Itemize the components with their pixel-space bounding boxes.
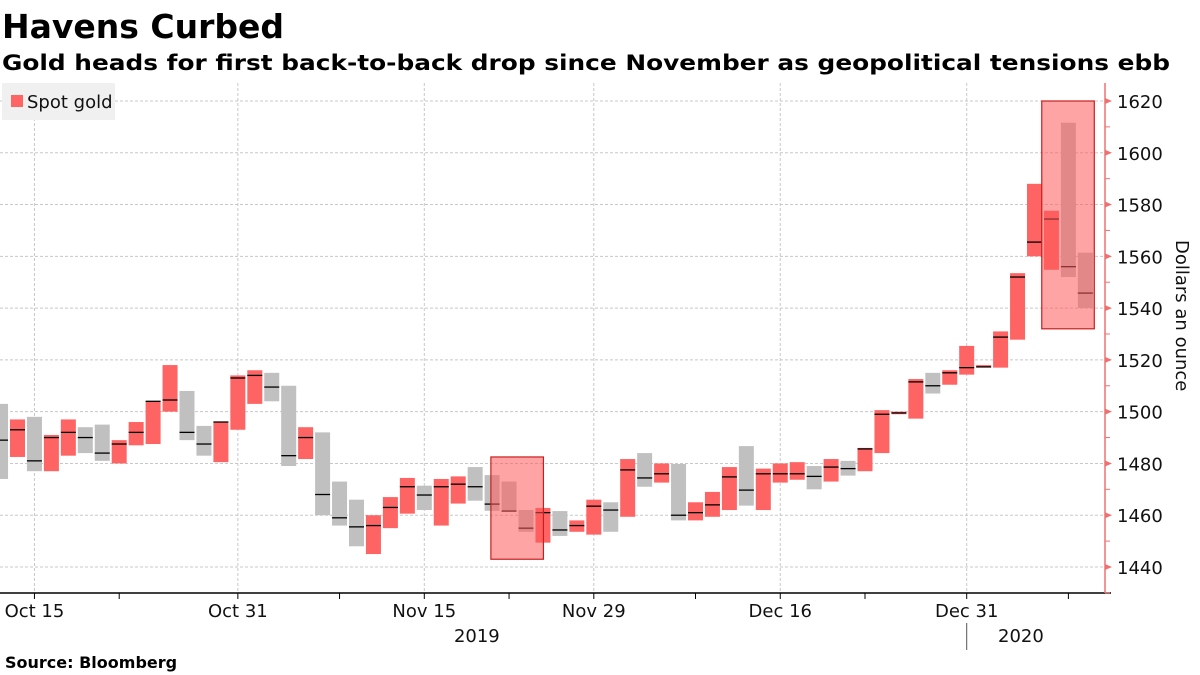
- candle-bar: [298, 427, 314, 460]
- candle-bar: [654, 463, 670, 483]
- candle-bar: [315, 432, 331, 516]
- candle-bar: [925, 372, 941, 394]
- candle-bar: [399, 477, 415, 514]
- candle-bar: [247, 370, 263, 404]
- candle-bar: [738, 446, 754, 506]
- candle-bar: [1010, 273, 1026, 340]
- candle-bar: [450, 476, 466, 504]
- y-tick: [1105, 460, 1112, 467]
- candle-bar: [26, 416, 42, 472]
- candle-bar: [688, 502, 703, 521]
- candle-bar: [755, 468, 771, 511]
- x-tick-label: Oct 15: [5, 601, 65, 622]
- candle-bar: [942, 370, 958, 385]
- candle-bar: [993, 331, 1009, 368]
- y-tick-label: 1620: [1117, 92, 1163, 113]
- candle-bar: [772, 463, 788, 483]
- candle-bar: [382, 497, 398, 529]
- candle-bar: [874, 410, 890, 454]
- candle-bar: [908, 379, 924, 419]
- y-tick-label: 1440: [1117, 558, 1163, 579]
- y-axis-title: Dollars an ounce: [1171, 240, 1192, 391]
- candle-bar: [179, 390, 195, 441]
- candle-bar: [671, 463, 687, 521]
- candle-bar: [620, 459, 636, 517]
- x-tick-label: Nov 15: [392, 601, 456, 622]
- y-tick-label: 1520: [1117, 351, 1163, 372]
- legend: Spot gold: [2, 83, 115, 120]
- y-tick-label: 1600: [1117, 144, 1163, 165]
- y-tick: [1105, 564, 1112, 570]
- candle-bar: [145, 401, 161, 445]
- candle-bar: [213, 422, 229, 463]
- highlight-boxes: [490, 100, 1095, 560]
- candle-bar: [789, 462, 805, 480]
- candle-bar: [721, 467, 737, 511]
- y-tick-label: 1560: [1117, 247, 1163, 268]
- candle-bar: [586, 499, 602, 535]
- y-tick-label: 1500: [1117, 403, 1163, 424]
- candle-bar: [603, 502, 619, 532]
- x-tick-label: Dec 16: [749, 601, 812, 622]
- candles: [0, 122, 1093, 555]
- y-tick-label: 1480: [1117, 454, 1163, 475]
- highlight-box: [490, 456, 545, 560]
- highlight-box: [1041, 100, 1095, 330]
- candle-bar: [281, 385, 297, 467]
- year-label: 2020: [998, 626, 1044, 647]
- y-tick: [1105, 512, 1112, 519]
- y-tick: [1105, 408, 1112, 415]
- candle-bar: [111, 440, 127, 464]
- candle-bar: [806, 466, 822, 490]
- candle-bar: [128, 422, 144, 446]
- candle-bar: [959, 345, 975, 375]
- candle-bar: [823, 459, 839, 482]
- candle-bar: [433, 478, 449, 526]
- y-tick: [1105, 356, 1112, 363]
- candle-bar: [349, 499, 364, 547]
- candle-bar: [60, 419, 76, 456]
- candle-bar: [230, 375, 246, 430]
- candle-bar: [552, 511, 568, 536]
- source-note: Source: Bloomberg: [5, 653, 177, 672]
- candle-bar: [94, 424, 110, 461]
- candle-bar: [365, 515, 381, 555]
- chart-title: Havens Curbed: [2, 7, 284, 46]
- legend-swatch: [11, 95, 23, 107]
- legend-label: Spot gold: [27, 92, 113, 113]
- y-tick: [1105, 253, 1112, 260]
- candle-bar: [162, 365, 178, 412]
- y-tick-label: 1580: [1117, 196, 1163, 217]
- candle-bar: [1027, 183, 1042, 257]
- axes: 1440 1460 1480 1500 1520 1540 1560 1580 1600 1620…: [0, 83, 1163, 650]
- candle-bar: [416, 485, 432, 511]
- gridlines: [0, 83, 1105, 593]
- candle-bar: [43, 434, 59, 472]
- year-label: 2019: [454, 626, 500, 647]
- x-tick-label: Oct 31: [208, 601, 268, 622]
- candle-bar: [857, 447, 873, 472]
- x-tick-label: Dec 31: [935, 601, 998, 622]
- candle-bar: [0, 403, 9, 479]
- x-tick-label: Nov 29: [562, 601, 626, 622]
- y-tick-label: 1460: [1117, 506, 1163, 527]
- y-tick-label: 1540: [1117, 299, 1163, 320]
- candle-bar: [77, 427, 93, 454]
- y-tick: [1105, 97, 1112, 104]
- candle-bar: [196, 425, 212, 456]
- y-tick: [1105, 305, 1112, 312]
- candle-bar: [467, 467, 483, 501]
- candle-bar: [637, 453, 653, 487]
- candle-bar: [332, 481, 348, 526]
- chart-subtitle: Gold heads for first back-to-back drop s…: [2, 51, 1170, 75]
- candle-bar: [10, 419, 25, 457]
- y-tick: [1105, 149, 1112, 156]
- y-tick: [1105, 201, 1112, 208]
